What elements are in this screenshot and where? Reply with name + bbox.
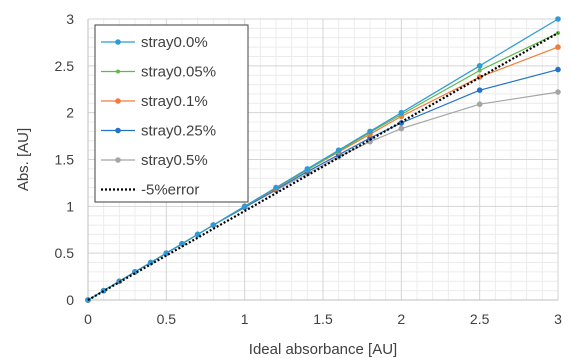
data-point [477, 68, 482, 73]
x-tick-label: 2 [397, 311, 405, 327]
legend-marker [116, 69, 120, 74]
data-point [304, 166, 311, 172]
x-tick-label: 1 [241, 311, 249, 327]
y-tick-label: 2 [66, 105, 74, 121]
data-point [555, 44, 561, 50]
data-point [100, 287, 107, 294]
data-point [335, 147, 342, 153]
y-tick-label: 0.5 [55, 245, 75, 261]
y-tick-label: 1.5 [55, 152, 75, 168]
data-point [555, 66, 561, 73]
series-layer [85, 16, 561, 303]
legend-label: -5%error [141, 182, 199, 199]
legend-marker [115, 157, 121, 163]
y-tick-label: 0 [66, 292, 74, 308]
legend-marker [115, 127, 121, 134]
data-point [476, 63, 483, 69]
data-point [273, 184, 279, 191]
legend-label: stray0.0% [141, 34, 208, 51]
x-axis-title: Ideal absorbance [AU] [249, 341, 397, 358]
x-tick-label: 2.5 [470, 311, 490, 327]
data-point [179, 241, 185, 247]
y-axis-title: Abs. [AU] [15, 128, 32, 191]
x-tick-label: 0 [84, 311, 92, 327]
y-tick-label: 3 [66, 11, 74, 27]
legend-label: stray0.25% [141, 123, 216, 140]
data-point [476, 87, 483, 93]
y-tick-label: 2.5 [55, 58, 75, 74]
legend-label: stray0.05% [141, 64, 216, 81]
legend-label: stray0.5% [141, 152, 208, 169]
data-point [241, 203, 248, 210]
data-point [555, 89, 561, 95]
data-point [163, 250, 170, 256]
legend-marker [115, 39, 121, 45]
legend-box [94, 24, 249, 203]
legend-label: stray0.1% [141, 93, 208, 110]
legend-marker [115, 98, 121, 104]
x-tick-label: 0.5 [157, 311, 177, 327]
y-tick-label: 1 [66, 198, 74, 214]
data-point [398, 125, 405, 132]
axes [87, 19, 558, 301]
data-point [367, 128, 373, 135]
data-point [476, 101, 483, 108]
data-point [210, 222, 217, 228]
series-line-5 [87, 32, 559, 301]
x-tick-label: 1.5 [313, 311, 333, 327]
x-tick-label: 3 [554, 311, 562, 327]
data-point [398, 109, 405, 116]
legend: stray0.0% stray0.05% stray0.1% stray0.25% st… [94, 24, 249, 203]
tick-labels: 0 0.5 1 1.5 2 2.5 3 0 0.5 1 1.5 2 2.5 3 [55, 11, 563, 327]
data-point [555, 16, 561, 22]
